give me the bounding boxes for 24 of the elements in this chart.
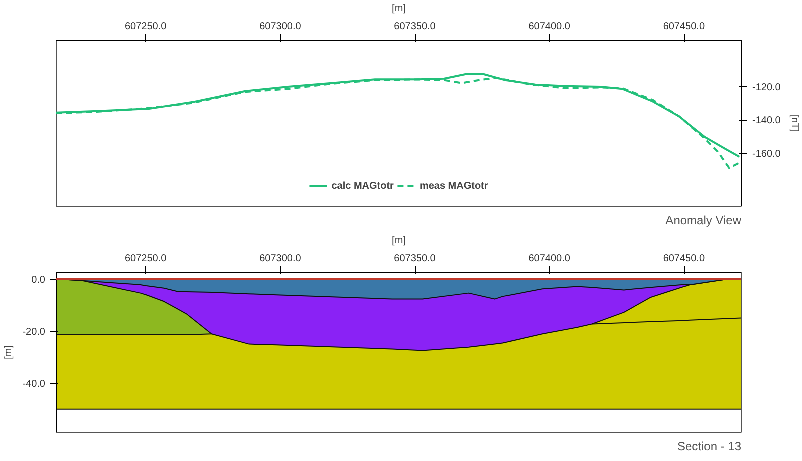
text: Anomaly View [666, 214, 742, 228]
x-tick-label: 607350.0 [394, 22, 436, 32]
x-axis-title: [m] [392, 4, 406, 14]
y-tick-label: -20.0 [22, 326, 46, 338]
x-tick-label: 607250.0 [125, 254, 168, 264]
y-tick-label: -120.0 [752, 82, 782, 94]
x-tick-label: 607250.0 [125, 22, 168, 32]
x-tick-label: 607300.0 [260, 22, 302, 32]
y-tick-label: 0.0 [32, 274, 46, 286]
x-tick-label: 607450.0 [663, 22, 706, 32]
x-tick-label: 607300.0 [260, 254, 302, 264]
text: Section - 13 [677, 440, 742, 454]
y-tick-label: -140.0 [752, 116, 782, 127]
x-tick-label: 607450.0 [663, 254, 706, 264]
x-tick-label: 607400.0 [528, 22, 571, 32]
x-tick-label: 607350.0 [394, 254, 436, 264]
y-tick-label: -40.0 [22, 378, 46, 390]
x-axis-title: [m] [392, 236, 406, 246]
y-axis-title: [m] [4, 345, 15, 360]
legend-label: meas MAGtotr [420, 180, 488, 192]
y-tick-label: -160.0 [752, 148, 782, 160]
x-tick-label: 607400.0 [528, 254, 571, 264]
y-axis-title: [nT] [788, 114, 800, 132]
legend-label: calc MAGtotr [332, 180, 394, 192]
